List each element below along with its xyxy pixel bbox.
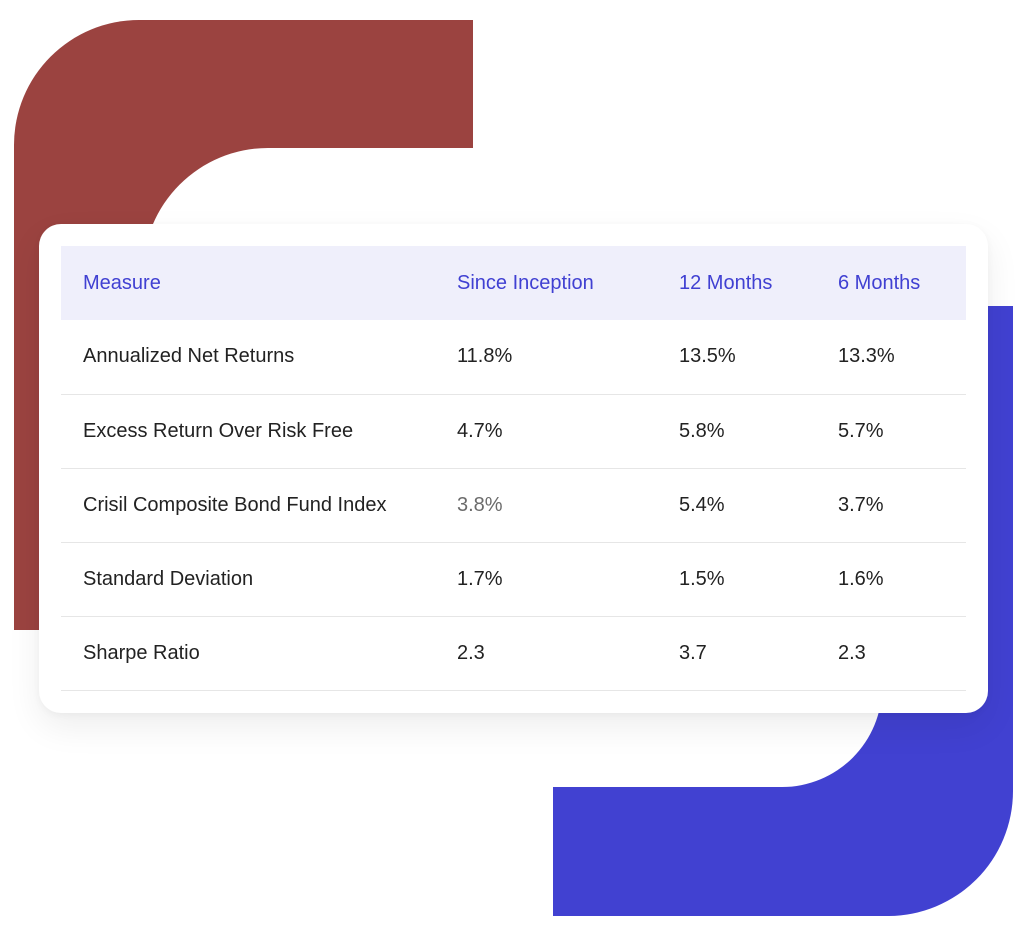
since-inception-cell: 11.8% (457, 345, 513, 368)
measure-cell: Standard Deviation (83, 567, 254, 590)
measure-cell: Annualized Net Returns (83, 345, 295, 368)
12-months-cell: 3.7 (679, 641, 707, 664)
12-months-cell: 13.5% (679, 345, 736, 368)
table-header-row: Measure Since Inception 12 Months 6 Mont… (61, 246, 966, 320)
header-6-months: 6 Months (838, 271, 921, 294)
12-months-cell: 1.5% (679, 567, 725, 590)
measure-cell: Sharpe Ratio (83, 641, 200, 664)
6-months-cell: 2.3 (838, 641, 866, 664)
performance-card: Measure Since Inception 12 Months 6 Mont… (39, 224, 988, 713)
since-inception-cell: 2.3 (457, 641, 485, 664)
measure-cell: Excess Return Over Risk Free (83, 419, 354, 442)
12-months-cell: 5.8% (679, 419, 725, 442)
measure-cell: Crisil Composite Bond Fund Index (83, 493, 387, 516)
12-months-cell: 5.4% (679, 493, 725, 516)
table-row: Crisil Composite Bond Fund Index 3.8% 5.… (61, 468, 966, 542)
table-row: Annualized Net Returns 11.8% 13.5% 13.3% (61, 320, 966, 394)
6-months-cell: 3.7% (838, 493, 884, 516)
header-since-inception: Since Inception (457, 271, 594, 294)
table-row: Standard Deviation 1.7% 1.5% 1.6% (61, 542, 966, 616)
header-measure: Measure (83, 271, 161, 294)
header-12-months: 12 Months (679, 271, 773, 294)
performance-table: Measure Since Inception 12 Months 6 Mont… (61, 246, 966, 691)
table-row: Excess Return Over Risk Free 4.7% 5.8% 5… (61, 394, 966, 468)
6-months-cell: 1.6% (838, 567, 884, 590)
since-inception-cell: 3.8% (457, 493, 503, 516)
table-row: Sharpe Ratio 2.3 3.7 2.3 (61, 616, 966, 690)
since-inception-cell: 4.7% (457, 419, 503, 442)
since-inception-cell: 1.7% (457, 567, 503, 590)
6-months-cell: 5.7% (838, 419, 884, 442)
6-months-cell: 13.3% (838, 345, 895, 368)
